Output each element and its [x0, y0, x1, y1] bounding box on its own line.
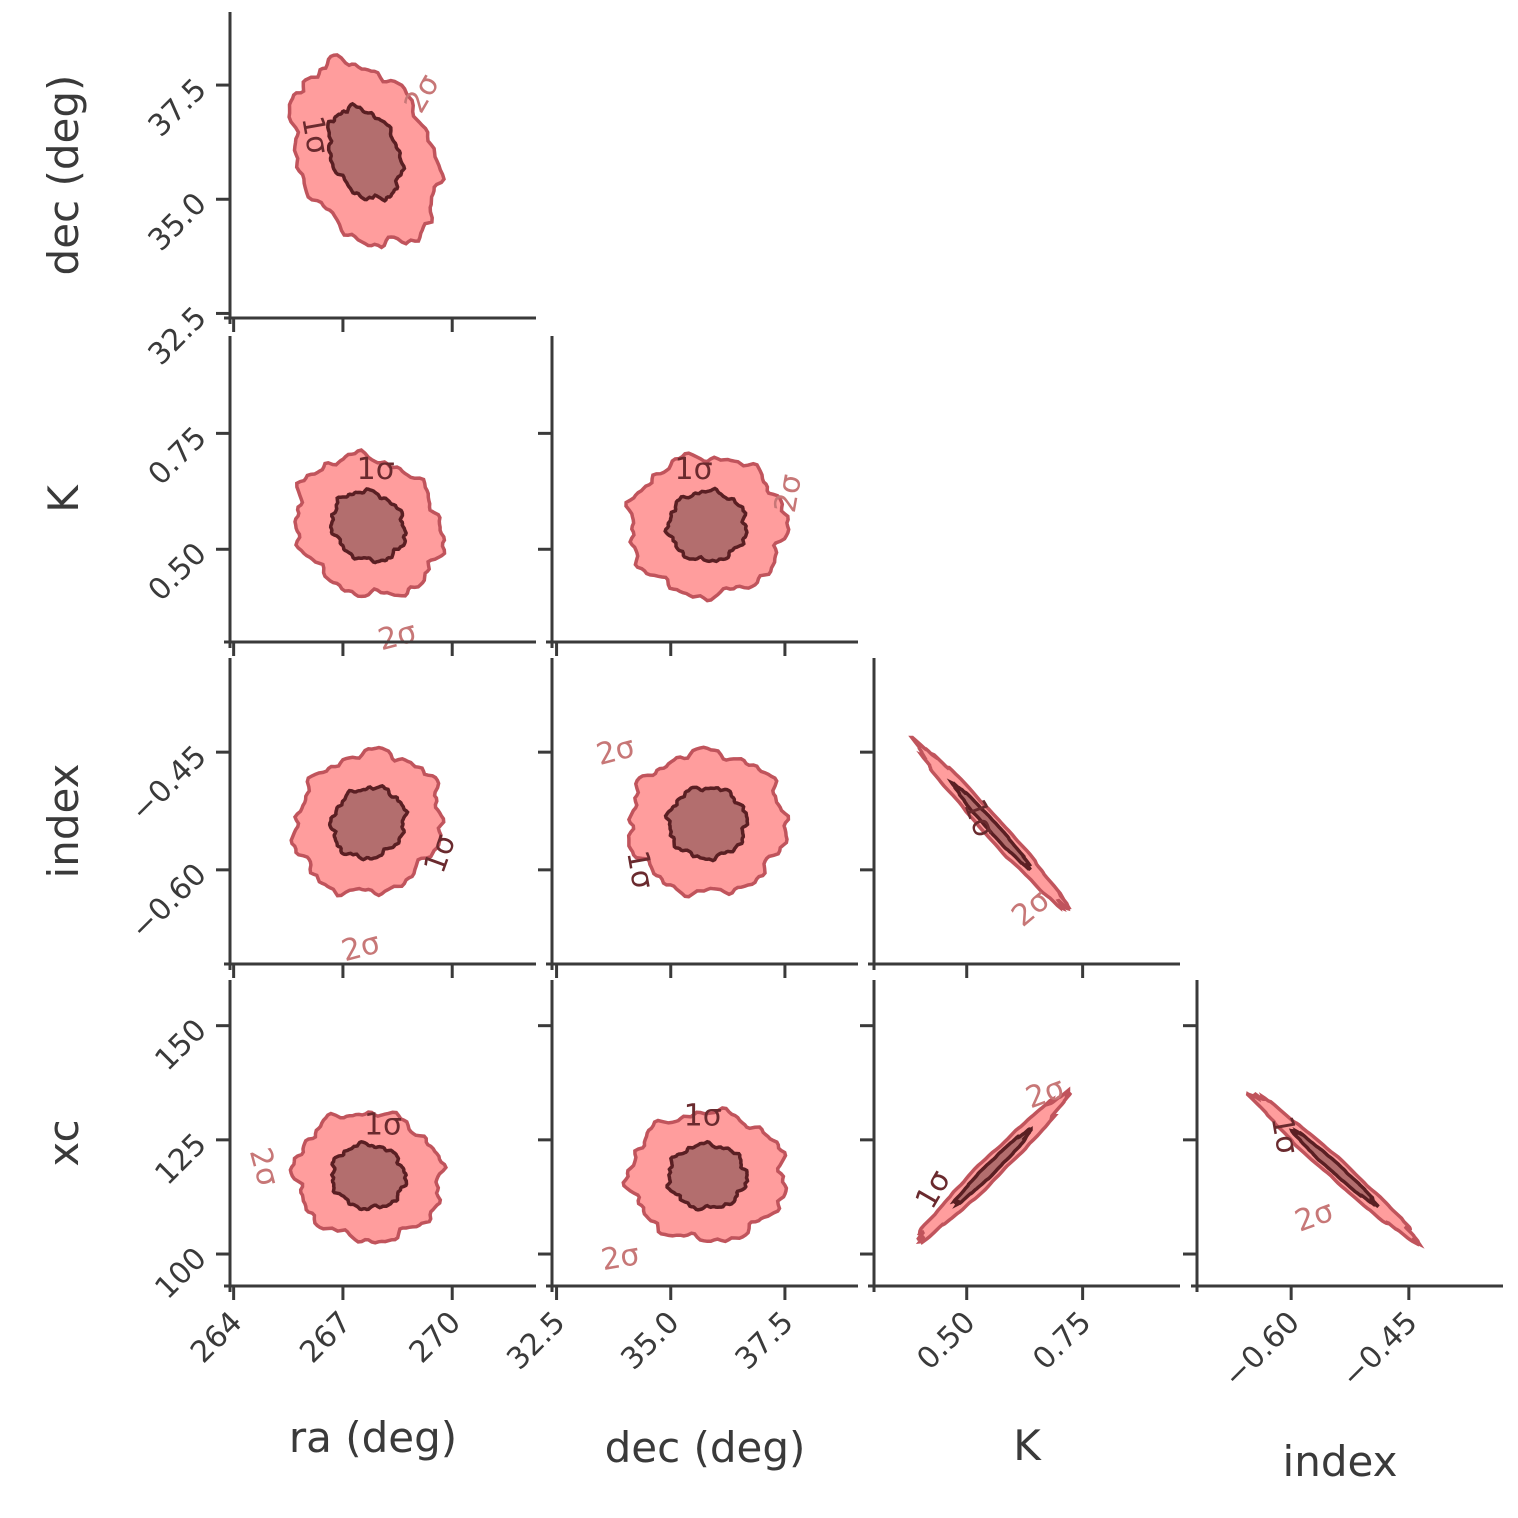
- axis-spine: [546, 980, 858, 1292]
- y-axis-label-K: K: [39, 484, 88, 513]
- axis-spine: [868, 980, 1180, 1292]
- panel-dec-xc: 1σ 2σ 32.5 35.0 37.5: [500, 980, 858, 1377]
- x-tick-label: 0.50: [910, 1305, 982, 1377]
- contour-label-2sigma: 2σ: [242, 1144, 286, 1190]
- y-tick-label: 125: [148, 1127, 213, 1192]
- x-axis-label-dec: dec (deg): [605, 1423, 806, 1472]
- contour-label-1sigma: 1σ: [1264, 1113, 1305, 1157]
- contour-1sigma: [326, 101, 407, 203]
- contour-1sigma: [949, 1126, 1033, 1209]
- x-tick-label: 264: [184, 1305, 249, 1370]
- y-tick-label: 0.75: [142, 420, 214, 492]
- panel-dec-K: 1σ 2σ: [538, 336, 858, 656]
- contour-label-2sigma: 2σ: [768, 472, 809, 516]
- contour-label-1sigma: 1σ: [684, 1099, 722, 1134]
- x-tick-label: 267: [293, 1305, 358, 1370]
- y-tick-label: −0.45: [124, 739, 214, 829]
- y-tick-label: 32.5: [142, 300, 214, 372]
- contour-label-1sigma: 1σ: [675, 452, 713, 487]
- contour-label-2sigma: 2σ: [1290, 1194, 1338, 1240]
- x-tick-label: 32.5: [500, 1305, 572, 1377]
- x-axis-label-ra: ra (deg): [289, 1413, 457, 1462]
- x-tick-label: 0.75: [1026, 1305, 1098, 1377]
- contour-label-2sigma: 2σ: [1021, 1070, 1069, 1116]
- y-tick-label: 150: [148, 1013, 213, 1078]
- contour-label-2sigma: 2σ: [599, 1237, 643, 1278]
- x-axis-label-K: K: [1013, 1421, 1042, 1470]
- panel-dec-index: 1σ 2σ: [538, 658, 858, 978]
- y-tick-label: 100: [148, 1241, 213, 1306]
- contour-label-1sigma: 1σ: [357, 452, 395, 487]
- contour-1sigma: [663, 486, 749, 564]
- x-tick-label: −0.45: [1335, 1305, 1425, 1395]
- y-axis-label-xc: xc: [39, 1119, 88, 1166]
- x-axis-label-index: index: [1283, 1437, 1398, 1486]
- contour-label-1sigma: 1σ: [619, 848, 660, 892]
- axis-spine: [1191, 980, 1503, 1292]
- x-tick-label: 270: [403, 1305, 468, 1370]
- axis-spine: [224, 12, 536, 324]
- panel-ra-K: 1σ 2σ 0.50 0.75: [142, 336, 536, 658]
- y-tick-label: 35.0: [142, 186, 214, 258]
- y-tick-label: −0.60: [124, 857, 214, 947]
- contour-1sigma: [328, 487, 408, 565]
- panel-ra-xc: 1σ 2σ 100 125 150 264 267 270: [148, 980, 536, 1370]
- contour-1sigma: [329, 1139, 409, 1212]
- contour-1sigma: [946, 778, 1033, 872]
- axis-spine: [224, 980, 536, 1292]
- contour-1sigma: [327, 784, 410, 862]
- y-tick-label: 0.50: [142, 536, 214, 608]
- contour-label-2sigma: 2σ: [593, 729, 639, 773]
- axis-spine: [224, 336, 536, 648]
- contour-label-2sigma: 2σ: [374, 615, 420, 659]
- contour-1sigma: [665, 1139, 750, 1212]
- contour-label-1sigma: 1σ: [364, 1108, 402, 1143]
- axis-spine: [546, 658, 858, 970]
- axis-spine: [868, 658, 1180, 970]
- axis-spine: [546, 336, 858, 648]
- x-tick-label: −0.60: [1217, 1305, 1307, 1395]
- y-tick-label: 37.5: [142, 72, 214, 144]
- y-axis-label-dec: dec (deg): [39, 75, 88, 276]
- contour-label-1sigma: 1σ: [294, 113, 335, 157]
- panel-index-xc: 1σ 2σ −0.60 −0.45: [1183, 980, 1503, 1395]
- x-tick-label: 37.5: [729, 1305, 801, 1377]
- contour-1sigma: [1288, 1127, 1380, 1209]
- axis-spine: [224, 658, 536, 970]
- contour-1sigma: [663, 785, 750, 863]
- x-tick-label: 35.0: [614, 1305, 686, 1377]
- y-axis-label-index: index: [39, 764, 88, 879]
